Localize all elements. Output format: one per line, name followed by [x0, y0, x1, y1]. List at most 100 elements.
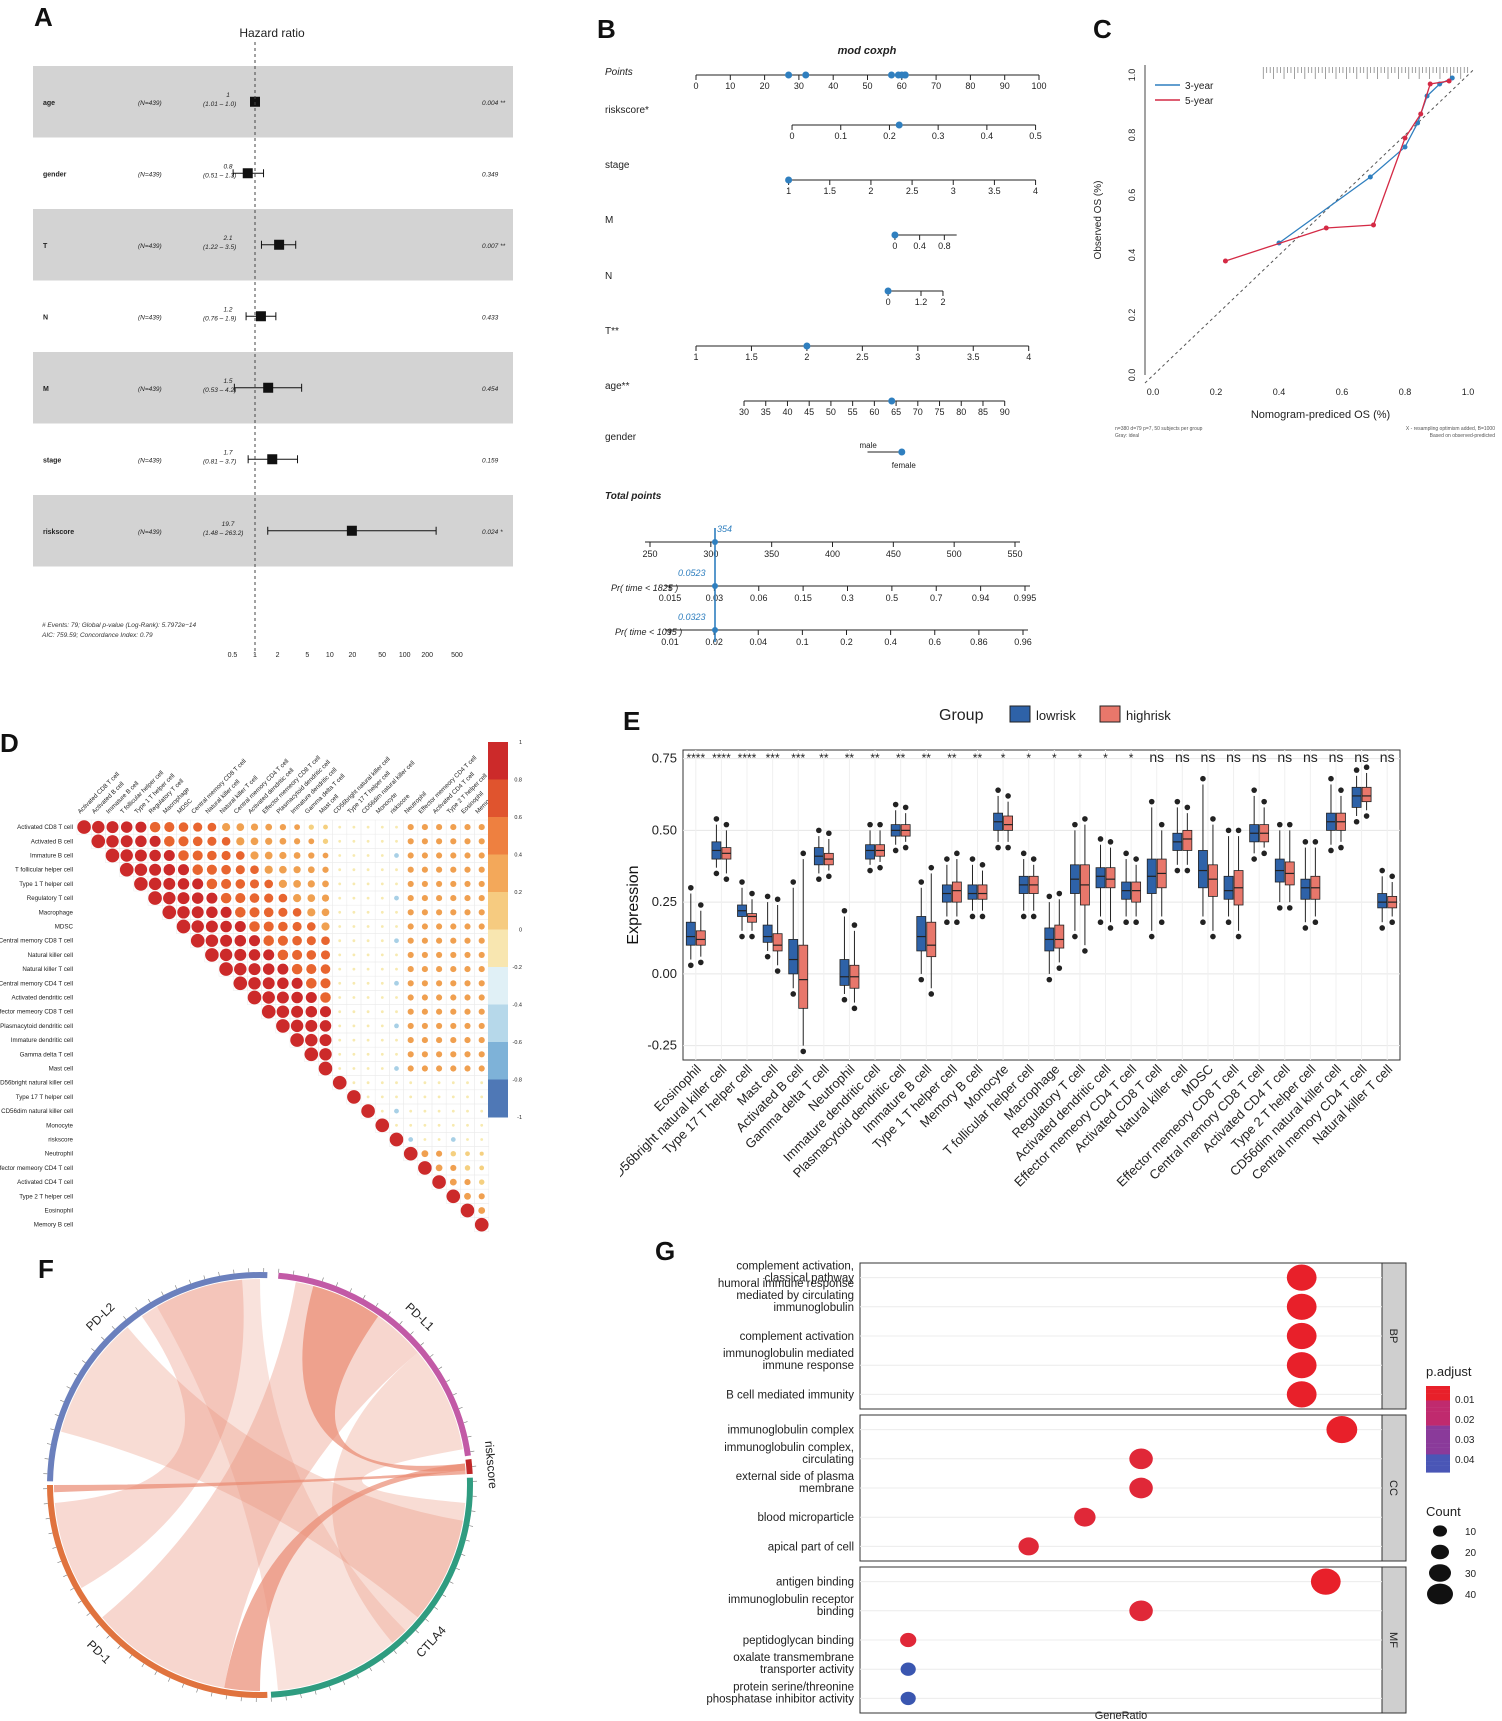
boxplot-outlier — [979, 913, 986, 920]
boxplot-box — [798, 944, 809, 1009]
calibration-y-tick: 0.6 — [1127, 189, 1137, 202]
heatmap-corr-circle — [352, 925, 356, 928]
heatmap-colorbar-band — [488, 892, 508, 930]
boxplot-outlier — [867, 867, 873, 874]
heatmap-corr-circle — [77, 820, 91, 834]
heatmap-corr-circle — [450, 980, 457, 987]
chord-axis-tick — [455, 1567, 460, 1571]
heatmap-colorbar-band — [488, 779, 508, 818]
heatmap-corr-circle — [437, 1095, 441, 1099]
heatmap-row-label: Type 17 T helper cell — [16, 1094, 73, 1101]
dotplot-term-label: transporter activity — [760, 1664, 854, 1676]
heatmap-corr-circle — [465, 1151, 470, 1157]
boxplot-outlier — [928, 991, 935, 997]
nomogram-scale-label: T** — [605, 326, 619, 337]
dotplot-count-legend-dot — [1431, 1544, 1449, 1560]
heatmap-corr-circle — [407, 966, 414, 973]
chord-axis-tick — [141, 1663, 145, 1668]
chord-axis-tick — [101, 1336, 105, 1340]
chord-axis-tick — [189, 1279, 191, 1284]
chord-axis-tick — [86, 1612, 91, 1616]
boxplot-significance: *** — [766, 751, 780, 765]
boxplot-significance: **** — [686, 751, 705, 765]
dotplot-term-label: immunoglobulin — [773, 1302, 854, 1314]
heatmap-corr-circle — [305, 1005, 318, 1018]
heatmap-corr-circle — [264, 879, 274, 889]
heatmap-corr-circle — [264, 851, 273, 860]
calibration-x-tick: 0.6 — [1336, 387, 1349, 397]
boxplot-outlier — [764, 953, 771, 960]
boxplot-outlier — [800, 1048, 807, 1055]
heatmap-corr-circle — [466, 1138, 469, 1141]
nomogram-point — [785, 176, 793, 184]
boxplot-box — [977, 884, 988, 900]
heatmap-corr-circle — [134, 863, 148, 876]
forest-ci-label: (0.81 – 3.7) — [203, 458, 236, 465]
boxplot-box — [1208, 864, 1218, 897]
heatmap-corr-circle — [292, 907, 302, 917]
dotplot-term-label: classical pathway — [765, 1273, 855, 1285]
nomogram-point — [901, 71, 909, 79]
heatmap-corr-circle — [305, 991, 317, 1004]
heatmap-row-label: Type 2 T helper cell — [19, 1193, 73, 1200]
boxplot-outlier — [1030, 913, 1037, 920]
forest-var-label: M — [43, 386, 49, 393]
forest-n-label: (N=439) — [138, 457, 162, 464]
heatmap-corr-circle — [277, 949, 289, 961]
heatmap-corr-circle — [407, 1037, 414, 1044]
boxplot-box — [865, 844, 875, 860]
heatmap-corr-circle — [352, 1052, 356, 1056]
heatmap-corr-circle — [464, 1008, 471, 1015]
dotplot-padj-gradient — [1426, 1450, 1450, 1455]
dotplot-count-legend-dot — [1427, 1583, 1453, 1605]
calibration-y-tick: 0.2 — [1127, 309, 1137, 322]
dotplot-padj-gradient — [1426, 1407, 1450, 1412]
heatmap-corr-circle — [249, 907, 260, 918]
boxplot-box — [1054, 924, 1065, 949]
heatmap-corr-circle — [262, 977, 275, 990]
forest-x-tick: 500 — [451, 652, 463, 659]
heatmap-corr-circle — [291, 1005, 304, 1018]
heatmap-colorbar-tick: 0.2 — [514, 890, 522, 896]
dotplot-term-label: humoral immune response — [718, 1278, 854, 1290]
chord-ribbon — [157, 1279, 406, 1691]
heatmap-colorbar-band — [488, 817, 508, 855]
heatmap-corr-circle — [450, 838, 457, 845]
heatmap-corr-circle — [338, 825, 342, 829]
chord-axis-tick — [363, 1295, 366, 1299]
heatmap-corr-circle — [395, 825, 398, 829]
boxplot-outlier — [1005, 844, 1011, 851]
dotplot-term-label: immunoglobulin mediated — [723, 1348, 854, 1360]
heatmap-corr-circle — [322, 838, 329, 844]
nomogram-point — [803, 342, 811, 350]
heatmap-corr-circle — [105, 848, 120, 863]
boxplot-box — [926, 921, 937, 958]
nomogram-tick-label: 0 — [886, 297, 891, 307]
boxplot-significance: ** — [845, 751, 855, 765]
chord-axis-tick — [96, 1624, 100, 1628]
dotplot-term-label: complement activation — [740, 1331, 854, 1343]
boxplot-box — [762, 924, 773, 943]
heatmap-corr-circle — [352, 1038, 356, 1042]
boxplot-legend-label: highrisk — [1126, 708, 1171, 723]
boxplot-significance: ns — [1303, 749, 1318, 765]
boxplot-significance: ns — [1380, 749, 1395, 765]
heatmap-corr-circle — [464, 1065, 471, 1072]
dotplot-term-label: immunoglobulin complex, — [724, 1442, 854, 1454]
dotplot-facet-strip — [1381, 1414, 1407, 1562]
nomogram-total-tick-label: 450 — [886, 549, 901, 559]
chord-axis-tick — [77, 1600, 82, 1604]
boxplot-outlier — [1302, 839, 1309, 845]
heatmap-corr-circle — [480, 1095, 484, 1099]
forest-x-tick: 0.5 — [228, 652, 238, 659]
heatmap-corr-circle — [478, 895, 485, 902]
chord-axis-tick — [117, 1645, 121, 1649]
heatmap-corr-circle — [450, 966, 457, 973]
heatmap-corr-circle — [478, 951, 485, 958]
dotplot-padj-gradient — [1426, 1443, 1450, 1448]
heatmap-corr-circle — [380, 925, 384, 928]
dotplot-count-legend-title: Count — [1426, 1504, 1461, 1519]
boxplot-outlier — [1158, 821, 1165, 828]
chord-axis-tick — [147, 1298, 151, 1303]
dotplot-padj-legend-title: p.adjust — [1426, 1364, 1472, 1379]
